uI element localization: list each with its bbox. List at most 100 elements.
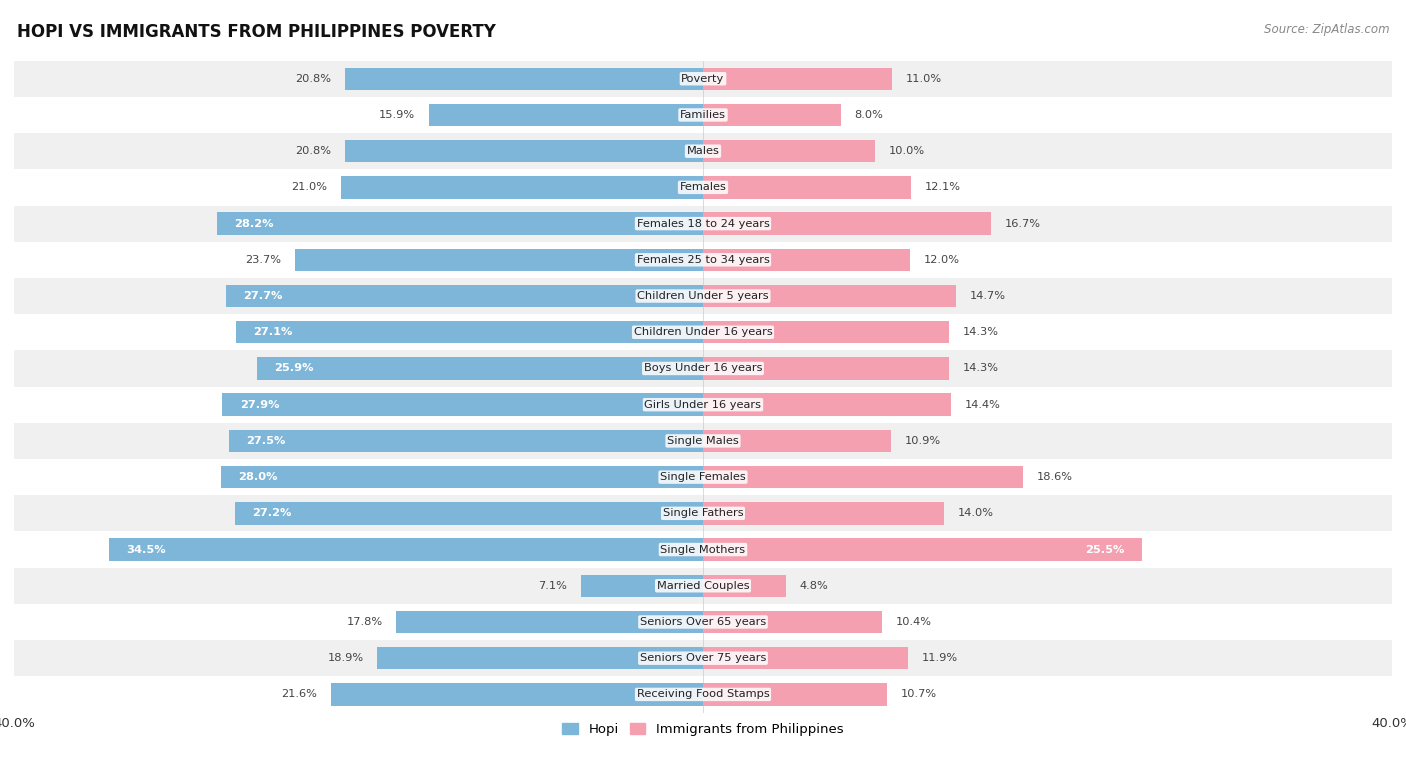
Text: 27.2%: 27.2%: [252, 509, 291, 518]
Bar: [14, 640, 1392, 676]
Text: 14.7%: 14.7%: [970, 291, 1005, 301]
Bar: [344, 140, 703, 162]
Bar: [14, 314, 1392, 350]
Text: Females: Females: [679, 183, 727, 193]
Bar: [295, 249, 703, 271]
Text: 8.0%: 8.0%: [855, 110, 883, 120]
Bar: [703, 104, 841, 126]
Bar: [330, 683, 703, 706]
Text: Source: ZipAtlas.com: Source: ZipAtlas.com: [1264, 23, 1389, 36]
Text: Females 18 to 24 years: Females 18 to 24 years: [637, 218, 769, 229]
Bar: [703, 466, 1024, 488]
Text: 15.9%: 15.9%: [380, 110, 415, 120]
Text: 20.8%: 20.8%: [295, 146, 330, 156]
Bar: [703, 212, 991, 235]
Bar: [14, 495, 1392, 531]
Bar: [703, 393, 950, 416]
Bar: [257, 357, 703, 380]
Bar: [703, 575, 786, 597]
Bar: [377, 647, 703, 669]
Bar: [14, 278, 1392, 314]
Bar: [14, 423, 1392, 459]
Bar: [396, 611, 703, 633]
Bar: [14, 133, 1392, 169]
Bar: [14, 350, 1392, 387]
Bar: [14, 676, 1392, 713]
Bar: [236, 321, 703, 343]
Bar: [703, 285, 956, 307]
Bar: [14, 531, 1392, 568]
Text: 10.0%: 10.0%: [889, 146, 925, 156]
Text: 20.8%: 20.8%: [295, 74, 330, 83]
Text: Females 25 to 34 years: Females 25 to 34 years: [637, 255, 769, 265]
Bar: [703, 67, 893, 90]
Text: 25.5%: 25.5%: [1085, 544, 1125, 555]
Bar: [703, 502, 945, 525]
Text: Children Under 5 years: Children Under 5 years: [637, 291, 769, 301]
Text: 11.9%: 11.9%: [922, 653, 957, 663]
Text: 21.6%: 21.6%: [281, 690, 318, 700]
Bar: [222, 393, 703, 416]
Text: Males: Males: [686, 146, 720, 156]
Text: 10.9%: 10.9%: [904, 436, 941, 446]
Text: 14.3%: 14.3%: [963, 364, 1000, 374]
Text: Families: Families: [681, 110, 725, 120]
Bar: [235, 502, 703, 525]
Text: Single Males: Single Males: [666, 436, 740, 446]
Bar: [703, 176, 911, 199]
Text: 4.8%: 4.8%: [800, 581, 828, 590]
Bar: [14, 387, 1392, 423]
Bar: [14, 97, 1392, 133]
Bar: [703, 357, 949, 380]
Text: 11.0%: 11.0%: [907, 74, 942, 83]
Bar: [221, 466, 703, 488]
Bar: [14, 205, 1392, 242]
Text: 18.9%: 18.9%: [328, 653, 364, 663]
Text: 7.1%: 7.1%: [538, 581, 567, 590]
Bar: [14, 242, 1392, 278]
Text: Receiving Food Stamps: Receiving Food Stamps: [637, 690, 769, 700]
Text: Seniors Over 65 years: Seniors Over 65 years: [640, 617, 766, 627]
Bar: [703, 249, 910, 271]
Text: Boys Under 16 years: Boys Under 16 years: [644, 364, 762, 374]
Text: 28.2%: 28.2%: [235, 218, 274, 229]
Text: Children Under 16 years: Children Under 16 years: [634, 327, 772, 337]
Text: 23.7%: 23.7%: [245, 255, 281, 265]
Legend: Hopi, Immigrants from Philippines: Hopi, Immigrants from Philippines: [557, 718, 849, 742]
Bar: [703, 140, 875, 162]
Text: 12.0%: 12.0%: [924, 255, 959, 265]
Bar: [342, 176, 703, 199]
Bar: [229, 430, 703, 452]
Text: 34.5%: 34.5%: [127, 544, 166, 555]
Bar: [703, 647, 908, 669]
Text: Girls Under 16 years: Girls Under 16 years: [644, 399, 762, 409]
Text: Seniors Over 75 years: Seniors Over 75 years: [640, 653, 766, 663]
Bar: [344, 67, 703, 90]
Bar: [429, 104, 703, 126]
Bar: [703, 611, 882, 633]
Text: 10.4%: 10.4%: [896, 617, 932, 627]
Bar: [14, 459, 1392, 495]
Text: 27.7%: 27.7%: [243, 291, 283, 301]
Text: Married Couples: Married Couples: [657, 581, 749, 590]
Bar: [581, 575, 703, 597]
Text: 17.8%: 17.8%: [346, 617, 382, 627]
Bar: [14, 604, 1392, 640]
Bar: [14, 568, 1392, 604]
Text: Single Females: Single Females: [661, 472, 745, 482]
Bar: [14, 169, 1392, 205]
Text: 27.5%: 27.5%: [246, 436, 285, 446]
Text: 25.9%: 25.9%: [274, 364, 314, 374]
Text: Poverty: Poverty: [682, 74, 724, 83]
Text: Single Mothers: Single Mothers: [661, 544, 745, 555]
Text: 27.1%: 27.1%: [253, 327, 292, 337]
Text: 21.0%: 21.0%: [291, 183, 328, 193]
Text: 18.6%: 18.6%: [1038, 472, 1073, 482]
Bar: [703, 321, 949, 343]
Text: 10.7%: 10.7%: [901, 690, 938, 700]
Text: Single Fathers: Single Fathers: [662, 509, 744, 518]
Bar: [14, 61, 1392, 97]
Text: HOPI VS IMMIGRANTS FROM PHILIPPINES POVERTY: HOPI VS IMMIGRANTS FROM PHILIPPINES POVE…: [17, 23, 496, 41]
Text: 14.0%: 14.0%: [957, 509, 994, 518]
Text: 28.0%: 28.0%: [238, 472, 277, 482]
